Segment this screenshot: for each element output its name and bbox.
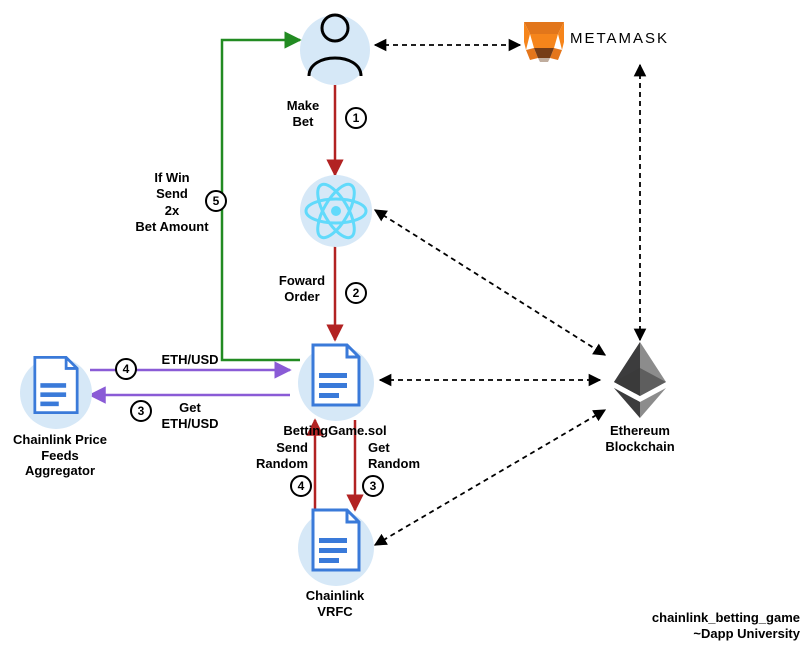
ethereum-icon [610, 340, 670, 420]
label-send-random: Send Random [248, 440, 308, 473]
connectors [0, 0, 810, 659]
contract-doc-icon [311, 343, 361, 407]
footer-line2: ~Dapp University [600, 626, 800, 642]
diagram-stage: METAMASK BettingGame.sol Chainlink Price… [0, 0, 810, 659]
react-icon [300, 175, 372, 247]
vrfc-doc-icon [311, 508, 361, 572]
vrfc-label: Chainlink VRFC [290, 588, 380, 619]
pricefeeds-bg [20, 357, 92, 429]
react-bg [300, 175, 372, 247]
step-4b: 4 [115, 358, 137, 380]
user-bg [300, 15, 370, 85]
contract-bg [298, 345, 374, 421]
label-get-random: Get Random [368, 440, 428, 473]
label-forward: Foward Order [272, 273, 332, 306]
metamask-label: METAMASK [570, 30, 730, 48]
contract-label: BettingGame.sol [270, 423, 400, 439]
step-3b: 3 [130, 400, 152, 422]
step-3a: 3 [362, 475, 384, 497]
ethereum-label: Ethereum Blockchain [595, 423, 685, 454]
label-eth-usd: ETH/USD [150, 352, 230, 368]
metamask-icon [522, 20, 566, 62]
step-4a: 4 [290, 475, 312, 497]
pricefeeds-label: Chainlink Price Feeds Aggregator [5, 432, 115, 479]
pricefeeds-doc-icon [33, 355, 79, 415]
step-5: 5 [205, 190, 227, 212]
user-icon [303, 10, 367, 80]
label-make-bet: Make Bet [278, 98, 328, 131]
label-get-eth-usd: Get ETH/USD [150, 400, 230, 433]
vrfc-bg [298, 510, 374, 586]
step-2: 2 [345, 282, 367, 304]
footer-line1: chainlink_betting_game [600, 610, 800, 626]
step-1: 1 [345, 107, 367, 129]
label-if-win: If Win Send 2x Bet Amount [122, 170, 222, 235]
